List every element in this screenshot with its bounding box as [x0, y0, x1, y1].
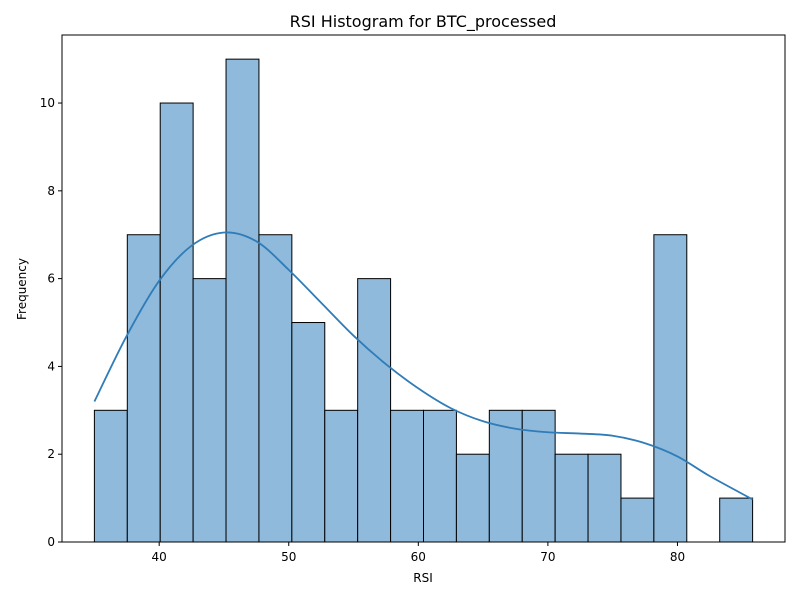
x-tick-label: 70 — [540, 550, 555, 564]
kde-curve — [93, 231, 754, 501]
axes-frame — [61, 34, 786, 543]
x-axis-label: RSI — [413, 571, 433, 585]
y-tick-label: 8 — [47, 184, 55, 198]
histogram-bar — [357, 278, 392, 543]
x-tick-label: 80 — [670, 550, 685, 564]
histogram-bar — [653, 234, 688, 543]
histogram-bar — [192, 278, 227, 543]
histogram-bar — [324, 409, 359, 543]
histogram-bar — [93, 409, 128, 543]
histogram-bar — [554, 453, 589, 543]
x-tick-label: 50 — [281, 550, 296, 564]
histogram-bar — [719, 497, 754, 543]
histogram-bar — [258, 234, 293, 543]
histogram-bar — [126, 234, 161, 543]
histogram-bar — [455, 453, 490, 543]
x-tick-label: 40 — [152, 550, 167, 564]
bars-group — [93, 58, 754, 543]
y-tick-label: 0 — [47, 535, 55, 549]
chart-title: RSI Histogram for BTC_processed — [290, 12, 557, 32]
y-axis-label: Frequency — [15, 258, 29, 320]
y-tick-label: 4 — [47, 359, 55, 373]
histogram-bar — [225, 58, 260, 543]
histogram-bar — [159, 102, 194, 543]
x-tick-label: 60 — [411, 550, 426, 564]
y-tick-label: 2 — [47, 447, 55, 461]
histogram-bar — [620, 497, 655, 543]
histogram-bar — [291, 322, 326, 543]
y-tick-label: 10 — [40, 96, 55, 110]
x-axis: 40 50 60 70 80 — [152, 542, 685, 564]
histogram-bar — [587, 453, 622, 543]
histogram-bar — [390, 409, 424, 543]
y-axis: 0 2 4 6 8 10 — [40, 96, 62, 549]
histogram-bar — [488, 409, 523, 543]
histogram-bar — [423, 409, 457, 543]
y-tick-label: 6 — [47, 272, 55, 286]
